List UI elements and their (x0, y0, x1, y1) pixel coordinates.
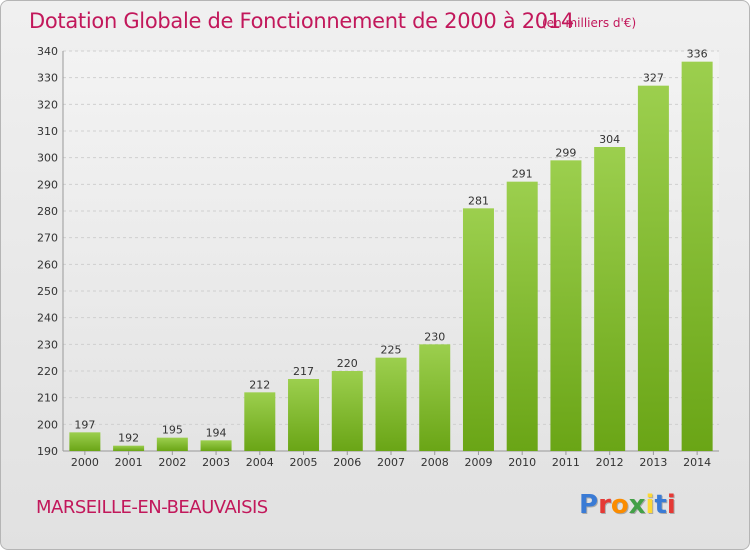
logo-letter: i (645, 490, 655, 520)
bar (637, 85, 669, 452)
x-tick-label: 2013 (639, 456, 667, 469)
bar (288, 379, 320, 451)
data-label: 304 (599, 133, 620, 146)
logo-letter: x (628, 490, 646, 520)
x-tick-label: 2014 (683, 456, 711, 469)
logo-letter: t (654, 490, 667, 520)
bar (462, 208, 494, 451)
bar (506, 181, 538, 451)
commune-name: MARSEILLE-EN-BEAUVAISIS (36, 497, 268, 518)
plot-area: 190 200 210 220 230 240 250 260 270 280 290 300 310 3… (37, 45, 719, 469)
y-tick-label: 280 (37, 205, 58, 218)
data-label: 336 (687, 48, 708, 61)
y-tick-label: 290 (37, 178, 58, 191)
y-tick-label: 250 (37, 285, 58, 298)
y-tick-label: 240 (37, 312, 58, 325)
data-label: 230 (424, 330, 445, 343)
x-tick-label: 2002 (158, 456, 186, 469)
x-tick-label: 2009 (464, 456, 492, 469)
y-tick-label: 300 (37, 152, 58, 165)
data-label: 195 (162, 424, 183, 437)
y-tick-label: 270 (37, 232, 58, 245)
x-tick-label: 2006 (333, 456, 361, 469)
data-label: 225 (381, 344, 402, 357)
x-tick-label: 2011 (552, 456, 580, 469)
logo-letter: o (610, 490, 629, 520)
bar (375, 357, 407, 451)
x-tick-label: 2012 (596, 456, 624, 469)
y-tick-label: 230 (37, 338, 58, 351)
bar (69, 432, 101, 451)
bar (419, 344, 451, 451)
chart-title: Dotation Globale de Fonctionnement de 20… (29, 9, 574, 33)
x-tick-label: 2007 (377, 456, 405, 469)
data-label: 299 (555, 146, 576, 159)
x-tick-label: 2003 (202, 456, 230, 469)
bar (156, 437, 188, 451)
y-tick-label: 220 (37, 365, 58, 378)
chart-unit: (en milliers d'€) (542, 16, 637, 30)
bar (200, 440, 232, 451)
y-tick-label: 320 (37, 98, 58, 111)
logo-letter: P (579, 490, 599, 520)
data-label: 197 (74, 418, 95, 431)
y-tick-label: 210 (37, 392, 58, 405)
data-label: 327 (643, 72, 664, 85)
data-label: 281 (468, 194, 489, 207)
data-label: 291 (512, 168, 533, 181)
y-tick-label: 260 (37, 258, 58, 271)
y-tick-label: 310 (37, 125, 58, 138)
proxiti-logo[interactable]: Proxiti (579, 490, 676, 520)
data-label: 212 (249, 378, 270, 391)
bar (244, 392, 276, 451)
y-tick-label: 340 (37, 45, 58, 58)
y-tick-label: 190 (37, 445, 58, 458)
data-label: 220 (337, 357, 358, 370)
data-label: 194 (206, 426, 227, 439)
logo-letter: i (666, 490, 676, 520)
x-tick-label: 2008 (421, 456, 449, 469)
x-tick-label: 2004 (246, 456, 274, 469)
bar (331, 371, 363, 451)
logo-letter: r (598, 490, 611, 520)
x-tick-label: 2005 (290, 456, 318, 469)
bar (550, 160, 582, 452)
y-tick-label: 330 (37, 72, 58, 85)
bar (113, 445, 145, 451)
x-tick-label: 2001 (115, 456, 143, 469)
y-tick-label: 200 (37, 418, 58, 431)
x-tick-label: 2000 (71, 456, 99, 469)
bar (594, 147, 626, 451)
x-tick-label: 2010 (508, 456, 536, 469)
bar (681, 61, 713, 452)
data-label: 192 (118, 432, 139, 445)
data-label: 217 (293, 365, 314, 378)
